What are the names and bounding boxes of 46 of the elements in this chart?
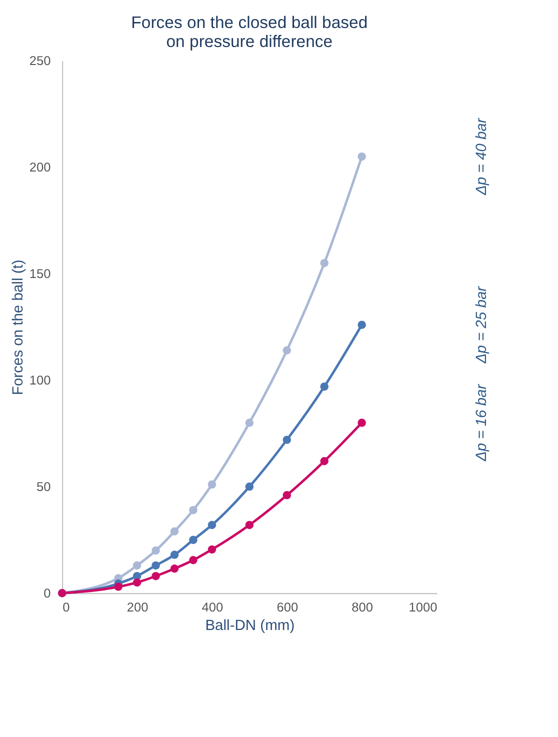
point — [320, 258, 328, 268]
y-tick-label: 250 — [29, 53, 51, 68]
text: Δp = 25 bar — [474, 285, 490, 364]
point — [245, 418, 254, 427]
text: Δp = 40 bar — [474, 117, 490, 196]
text: Forces on the closed ball based — [131, 13, 368, 32]
point — [282, 436, 292, 444]
point — [358, 320, 366, 329]
x-tick-label: 1000 — [408, 599, 438, 614]
y-tick-label: 200 — [29, 160, 51, 175]
text: on pressure difference — [166, 32, 333, 51]
point — [189, 536, 198, 544]
point — [208, 520, 216, 530]
point — [170, 564, 179, 573]
y-tick-label: 50 — [36, 479, 51, 494]
point — [282, 491, 292, 500]
point — [132, 578, 142, 587]
x-tick-label: 400 — [202, 599, 224, 614]
x-tick-label: 0 — [62, 599, 70, 614]
text: Δp = 16 bar — [474, 383, 490, 462]
x-tick-label: 600 — [276, 599, 298, 614]
y-tick-label: 0 — [44, 586, 51, 601]
point — [152, 561, 160, 570]
x-axis-title: Ball-DN (mm) — [205, 618, 295, 634]
point — [208, 480, 216, 489]
point — [320, 456, 328, 466]
point — [114, 582, 122, 591]
point — [152, 572, 160, 580]
x-tick-label: 200 — [126, 599, 148, 614]
y-axis-title: Forces on the ball (t) — [10, 260, 26, 396]
point — [189, 556, 198, 564]
point — [132, 561, 142, 570]
point — [245, 482, 254, 491]
point — [358, 418, 366, 427]
point — [320, 382, 328, 391]
point — [282, 346, 292, 354]
point — [358, 152, 366, 161]
point — [245, 520, 254, 530]
point — [208, 545, 216, 554]
point — [152, 546, 160, 555]
point — [170, 527, 179, 536]
point — [189, 506, 198, 514]
y-tick-label: 100 — [29, 372, 51, 388]
y-tick-label: 150 — [29, 266, 51, 282]
point — [170, 550, 179, 559]
x-tick-label: 800 — [352, 599, 373, 614]
